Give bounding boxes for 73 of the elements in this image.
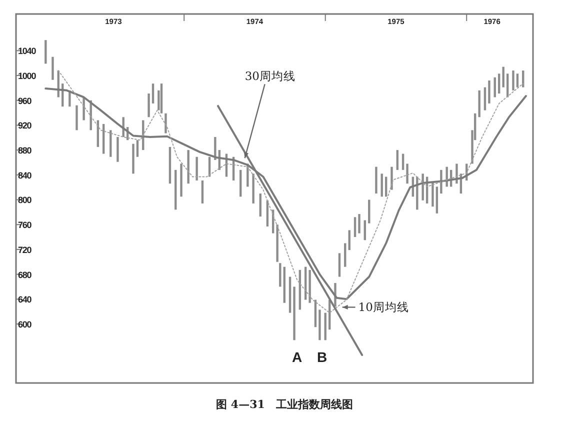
annotation: B — [316, 349, 328, 365]
y-tick-label: 1040 — [18, 46, 36, 56]
bar — [283, 266, 286, 303]
annotation: 10周均线 — [358, 300, 409, 314]
bar — [252, 174, 254, 204]
line-series — [58, 70, 524, 314]
bar — [164, 113, 167, 134]
bar — [368, 200, 370, 224]
bar — [348, 230, 350, 250]
annotation: 30周均线 — [244, 69, 296, 84]
y-tick-label: 600 — [18, 319, 32, 330]
y-tick-label: 720 — [18, 244, 32, 255]
y-tick-label: 640 — [18, 294, 32, 305]
bar — [187, 150, 190, 184]
bar — [279, 263, 282, 287]
bar — [201, 180, 204, 204]
bar — [358, 214, 360, 234]
bar — [416, 176, 418, 210]
bar — [288, 276, 292, 313]
bar — [44, 40, 47, 64]
y-tick-label: 1000 — [18, 71, 36, 81]
bar — [432, 182, 434, 207]
y-tick-label: 960 — [18, 96, 32, 106]
bar — [148, 94, 150, 118]
bar — [180, 164, 182, 197]
bar — [160, 84, 163, 114]
annotation: A — [292, 349, 302, 365]
bar — [344, 243, 346, 267]
bar — [102, 124, 105, 154]
bar — [52, 56, 54, 80]
bar — [484, 87, 486, 110]
bar — [516, 74, 519, 88]
bar — [512, 70, 514, 90]
bar — [259, 194, 262, 217]
bar — [168, 146, 172, 184]
y-tick-label: 800 — [18, 195, 32, 206]
bar — [440, 170, 442, 194]
y-tick-label: 920 — [18, 120, 32, 131]
bar — [498, 74, 500, 94]
bar — [402, 154, 404, 170]
bar — [502, 66, 504, 88]
bar — [116, 137, 119, 162]
bar — [324, 312, 326, 340]
bar — [110, 130, 112, 157]
y-tick-label: 840 — [18, 170, 32, 180]
bar — [478, 90, 480, 118]
bar — [380, 174, 383, 197]
bar — [76, 105, 78, 130]
bar — [406, 164, 408, 184]
bar — [276, 224, 278, 262]
bar — [240, 170, 242, 197]
bar — [293, 286, 296, 340]
bar — [488, 80, 490, 104]
bar — [196, 156, 198, 180]
bar — [132, 144, 134, 174]
bar — [318, 310, 321, 340]
y-tick-label: 680 — [18, 270, 32, 280]
y-tick-label: 880 — [18, 146, 32, 156]
bar — [390, 166, 393, 190]
bar — [422, 174, 424, 200]
bar — [174, 170, 177, 210]
bar — [308, 270, 311, 303]
bar — [338, 253, 341, 277]
caption: 图 4—31 工业指数周线图 — [216, 398, 353, 411]
bar — [375, 166, 378, 194]
bar — [214, 137, 216, 160]
bar — [364, 220, 366, 240]
bar — [354, 217, 356, 238]
y-tick-label: 760 — [18, 220, 32, 230]
bar — [396, 150, 398, 170]
bar — [136, 140, 139, 157]
bar — [152, 84, 154, 104]
bar — [436, 186, 438, 214]
